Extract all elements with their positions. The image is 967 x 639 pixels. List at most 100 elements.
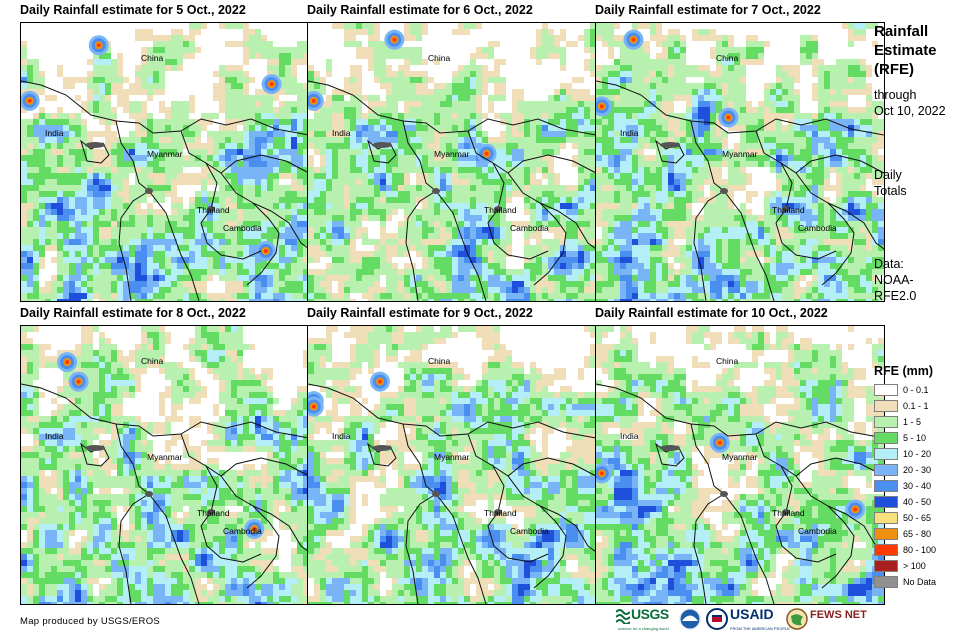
rainfall-cell (171, 125, 177, 131)
rainfall-cell (722, 131, 728, 137)
rainfall-cell (332, 149, 338, 155)
rainfall-cell (201, 167, 207, 173)
rainfall-cell (416, 47, 422, 53)
rainfall-cell (279, 101, 285, 107)
rainfall-cell (75, 179, 81, 185)
rainfall-cell (368, 119, 374, 125)
rainfall-cell (338, 179, 344, 185)
rainfall-cell (255, 41, 261, 47)
rainfall-cell (866, 65, 872, 71)
rainfall-cell (105, 215, 111, 221)
rainfall-cell (776, 191, 782, 197)
rainfall-cell (308, 185, 314, 191)
rainfall-cell (422, 233, 428, 239)
rainfall-cell (291, 155, 297, 161)
rainfall-cell (800, 167, 806, 173)
rainfall-cell (476, 47, 482, 53)
rainfall-cell (764, 113, 770, 119)
rainfall-cell (452, 257, 458, 263)
rainfall-cell (638, 185, 644, 191)
rainfall-cell (566, 257, 572, 263)
rainfall-cell (740, 53, 746, 59)
rainfall-cell (105, 179, 111, 185)
rainfall-cell (590, 191, 596, 197)
rainfall-cell (249, 185, 255, 191)
rainfall-cell (770, 149, 776, 155)
rainfall-cell (243, 107, 249, 113)
rainfall-cell (249, 287, 255, 293)
rainfall-cell (506, 245, 512, 251)
country-border (115, 120, 200, 301)
rainfall-cell (578, 203, 584, 209)
rainfall-cell (428, 209, 434, 215)
rainfall-cell (279, 59, 285, 65)
rainfall-cell (494, 263, 500, 269)
rainfall-cell (231, 263, 237, 269)
rainfall-cell (21, 173, 27, 179)
rainfall-cell (27, 299, 33, 301)
rainfall-cell (518, 221, 524, 227)
rainfall-cell (404, 155, 410, 161)
rainfall-cell (752, 191, 758, 197)
rainfall-cell (452, 89, 458, 95)
rainfall-cell (332, 131, 338, 137)
rainfall-cell (51, 281, 57, 287)
rainfall-cell (548, 107, 554, 113)
rainfall-cell (165, 275, 171, 281)
rainfall-cell (620, 179, 626, 185)
rainfall-cell (716, 197, 722, 203)
rainfall-cell (105, 137, 111, 143)
rainfall-cell (105, 125, 111, 131)
rainfall-cell (338, 23, 344, 29)
rainfall-cell (141, 125, 147, 131)
rainfall-cell (135, 119, 141, 125)
rainfall-cell (854, 179, 860, 185)
rainfall-cell (602, 41, 608, 47)
rainfall-cell (446, 143, 452, 149)
rainfall-cell (866, 23, 872, 29)
rainfall-cell (476, 119, 482, 125)
rainfall-cell (51, 125, 57, 131)
rainfall-cell (297, 137, 303, 143)
rainfall-cell (332, 299, 338, 301)
rainfall-hotspot (311, 98, 316, 103)
rainfall-cell (231, 287, 237, 293)
rainfall-cell (422, 113, 428, 119)
country-border (220, 154, 309, 174)
rainfall-cell (297, 107, 303, 113)
rainfall-cell (135, 251, 141, 257)
rainfall-cell (710, 197, 716, 203)
rainfall-cell (291, 185, 297, 191)
rainfall-cell (93, 161, 99, 167)
rainfall-cell (614, 137, 620, 143)
rainfall-cell (368, 185, 374, 191)
rainfall-cell (656, 89, 662, 95)
rainfall-cell (500, 227, 506, 233)
rainfall-cell (578, 209, 584, 215)
rainfall-cell (410, 53, 416, 59)
rainfall-cell (410, 95, 416, 101)
rainfall-cell (291, 233, 297, 239)
rainfall-cell (135, 191, 141, 197)
rainfall-cell (261, 287, 267, 293)
rainfall-cell (93, 233, 99, 239)
rainfall-cell (111, 245, 117, 251)
rainfall-cell (800, 203, 806, 209)
rainfall-cell (602, 113, 608, 119)
rainfall-cell (782, 209, 788, 215)
rainfall-cell (165, 263, 171, 269)
rainfall-cell (746, 53, 752, 59)
rainfall-cell (159, 287, 165, 293)
rainfall-cell (734, 179, 740, 185)
rainfall-cell (117, 173, 123, 179)
rainfall-cell (830, 215, 836, 221)
rainfall-cell (716, 125, 722, 131)
rainfall-cell (147, 125, 153, 131)
rainfall-cell (273, 299, 279, 301)
rainfall-cell (117, 83, 123, 89)
rainfall-cell (476, 143, 482, 149)
rainfall-cell (183, 227, 189, 233)
rainfall-cell (171, 293, 177, 299)
rainfall-cell (117, 167, 123, 173)
rainfall-cell (596, 137, 602, 143)
